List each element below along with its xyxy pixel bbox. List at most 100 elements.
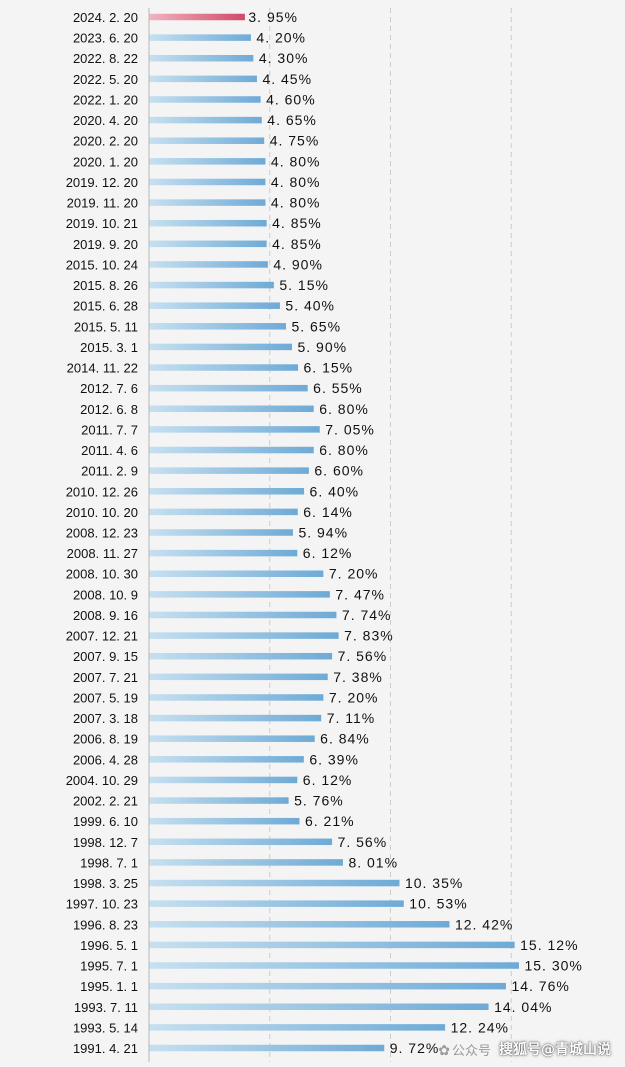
category-label: 2007. 12. 21 [66,629,138,644]
value-label: 7. 20% [329,689,379,705]
value-labels: 3. 95% 4. 20% 4. 30% 4. 45% 4. 60% 4. 65% 4. 7… [248,9,581,1056]
value-label: 7. 38% [333,669,383,685]
category-label: 2015. 8. 26 [73,278,138,293]
bar [149,364,299,371]
value-label: 8. 01% [348,854,398,870]
value-label: 12. 24% [451,1019,509,1035]
value-label: 4. 20% [256,30,306,46]
value-label: 14. 04% [494,999,552,1015]
bars [149,13,519,1052]
bar [149,694,324,701]
bar [149,735,315,742]
bar [149,549,298,557]
bar [149,673,328,681]
category-label: 2006. 8. 19 [73,732,138,747]
bar [149,302,280,309]
value-label: 10. 35% [405,875,463,891]
value-label: 7. 11% [327,710,376,726]
value-label: 6. 80% [319,401,369,417]
category-label: 1996. 8. 23 [73,917,138,932]
category-label: 1998. 7. 1 [80,855,138,870]
category-label: 2019. 9. 20 [73,237,138,252]
bar [149,714,322,722]
category-label: 2012. 7. 6 [80,381,138,396]
category-label: 1999. 6. 10 [73,814,138,829]
value-label: 4. 60% [266,91,316,107]
category-label: 1991. 4. 21 [73,1041,138,1056]
category-label: 2015. 10. 24 [66,257,138,272]
bar [149,96,261,103]
category-label: 2019. 12. 20 [66,175,138,190]
value-label: 4. 80% [271,153,321,169]
category-label: 2007. 9. 15 [73,649,138,664]
bar [149,116,262,124]
bar [149,921,450,928]
watermark-logo: ✿ 公众号 [438,1040,491,1059]
bar [149,838,333,846]
value-label: 6. 15% [304,360,354,376]
bar [149,859,343,866]
bar [149,652,333,660]
value-label: 5. 90% [297,339,347,355]
value-label: 6. 12% [303,545,353,561]
category-label: 2019. 10. 21 [66,216,138,231]
category-label: 2023. 6. 20 [73,31,138,46]
value-label: 5. 65% [291,318,341,334]
bar [149,34,251,41]
value-label: 9. 72% [390,1040,440,1056]
bar [149,384,308,392]
value-label: 7. 56% [338,834,388,850]
bar [149,879,400,887]
category-label: 2020. 2. 20 [73,134,138,149]
category-label: 2022. 8. 22 [73,51,138,66]
category-label: 2014. 11. 22 [67,361,138,376]
value-label: 6. 39% [309,751,359,767]
category-label: 2020. 1. 20 [73,154,138,169]
category-label: 2022. 1. 20 [73,92,138,107]
value-label: 4. 85% [272,236,322,252]
bar [149,508,298,516]
category-label: 2015. 3. 1 [80,340,138,355]
category-label: 2024. 2. 20 [73,10,138,25]
value-label: 6. 40% [310,483,360,499]
bar [149,776,298,784]
value-label: 3. 95% [248,9,298,25]
bar [149,756,304,763]
value-label: 6. 14% [303,504,353,520]
category-label: 2008. 12. 23 [66,526,138,541]
category-label: 2019. 11. 20 [67,196,138,211]
category-label: 2008. 10. 9 [73,587,138,602]
value-label: 7. 83% [344,628,394,644]
bar [149,1024,446,1031]
bar [149,962,519,969]
category-label: 2007. 3. 18 [73,711,138,726]
value-label: 4. 80% [271,174,321,190]
value-label: 15. 12% [520,937,578,953]
value-label: 6. 80% [319,442,369,458]
bar [149,323,286,330]
watermark-logo-text: 公众号 [451,1043,491,1059]
category-label: 2015. 5. 11 [74,319,138,334]
bar [149,1003,489,1011]
bar [149,529,293,536]
value-label: 4. 30% [259,50,309,66]
value-label: 4. 80% [271,195,321,211]
category-labels: 2024. 2. 20 2023. 6. 20 2022. 8. 22 2022. 5… [66,10,138,1056]
bar [149,817,300,825]
bar [149,261,268,268]
bar-highlighted [149,13,245,21]
bar [149,219,267,227]
category-label: 1993. 5. 14 [73,1020,138,1035]
value-label: 7. 74% [342,607,392,623]
value-label: 4. 90% [273,256,323,272]
bar [149,240,267,248]
wechat-icon: ✿ [438,1042,450,1059]
bar [149,158,266,165]
value-label: 7. 47% [335,586,385,602]
category-label: 2004. 10. 29 [66,773,138,788]
category-label: 2006. 4. 28 [73,752,138,767]
bar [149,281,274,289]
value-label: 7. 05% [325,421,375,437]
category-label: 2012. 6. 8 [80,402,138,417]
